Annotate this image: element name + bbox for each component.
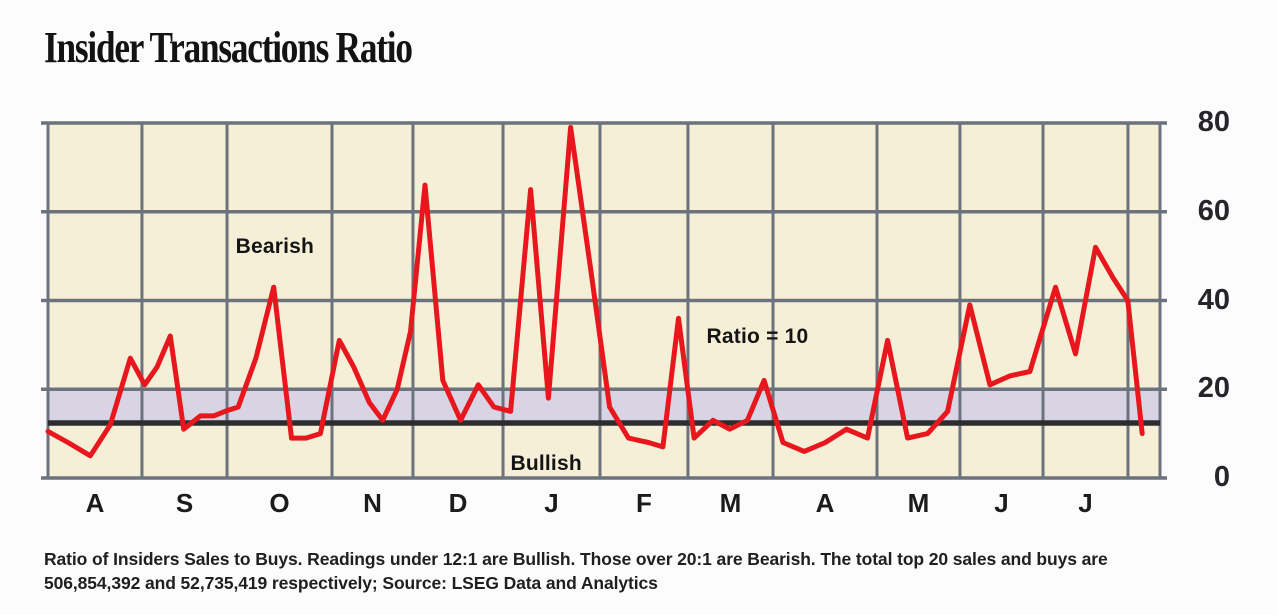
x-tick-label-3: N — [363, 488, 382, 518]
x-tick-label-8: A — [815, 488, 835, 518]
x-tick-label-6: F — [636, 488, 652, 518]
footnote: Ratio of Insiders Sales to Buys. Reading… — [44, 547, 1244, 595]
x-tick-label-11: J — [1078, 488, 1093, 518]
x-tick-label-2: O — [269, 488, 290, 518]
y-tick-label-0: 0 — [1213, 461, 1230, 493]
x-tick-label-5: J — [544, 488, 559, 518]
annotation-bullish: Bullish — [510, 451, 582, 475]
chart-title: Insider Transactions Ratio — [44, 23, 413, 72]
plot-area: Bearish Bullish Ratio = 10 — [41, 121, 1167, 480]
annotation-bearish: Bearish — [235, 235, 315, 259]
chart-canvas — [41, 121, 1167, 480]
footnote-line-2: 506,854,392 and 52,735,419 respectively;… — [44, 573, 658, 594]
x-tick-label-9: M — [907, 488, 930, 518]
x-tick-label-1: S — [175, 488, 194, 518]
y-tick-label-40: 40 — [1197, 283, 1230, 316]
x-tick-label-4: D — [448, 488, 468, 518]
annotation-ratio-10: Ratio = 10 — [706, 324, 809, 348]
footnote-line-1: Ratio of Insiders Sales to Buys. Reading… — [44, 549, 1108, 569]
y-tick-label-80: 80 — [1197, 106, 1230, 138]
y-tick-label-20: 20 — [1197, 372, 1230, 405]
ratio-line — [45, 124, 1145, 459]
x-tick-label-7: M — [719, 488, 742, 518]
y-tick-label-60: 60 — [1197, 194, 1230, 227]
x-tick-label-0: A — [85, 488, 105, 518]
x-tick-label-10: J — [994, 488, 1009, 518]
